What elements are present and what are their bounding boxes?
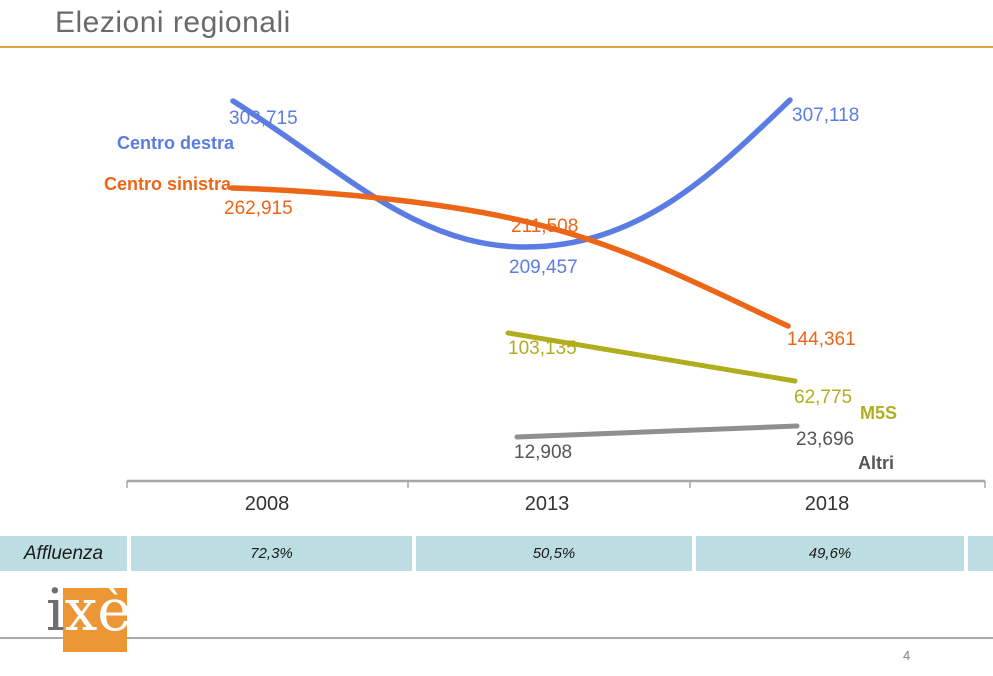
series-lines: [229, 97, 800, 440]
value-label-m5s-2018: 62,775: [794, 387, 852, 408]
ixe-logo: ixè: [46, 578, 132, 642]
affluenza-header-cell: Affluenza: [0, 536, 127, 571]
x-axis-labels: 2008 2013 2018: [245, 493, 850, 515]
year-label-2008: 2008: [245, 493, 290, 515]
value-label-centro-destra-2018: 307,118: [792, 105, 859, 126]
title-underline: [0, 46, 993, 48]
year-label-2018: 2018: [805, 493, 850, 515]
x-axis: [126, 479, 986, 488]
series-labels: Centro destra Centro sinistra M5S Altri: [104, 133, 897, 473]
value-label-altri-2018: 23,696: [796, 429, 854, 450]
value-label-centro-sinistra-2008: 262,915: [224, 198, 293, 219]
ixe-logo-prefix: i: [46, 576, 65, 644]
affluenza-value-2018: 49,6%: [696, 536, 964, 571]
altri-line: [514, 423, 800, 440]
page-number: 4: [903, 648, 911, 663]
value-label-centro-sinistra-2018: 144,361: [787, 329, 856, 350]
page-title: Elezioni regionali: [55, 6, 291, 39]
year-label-2013: 2013: [525, 493, 570, 515]
value-label-centro-destra-2013: 209,457: [509, 257, 578, 278]
affluenza-table: Affluenza 72,3% 50,5% 49,6%: [0, 536, 993, 571]
value-labels: 303,715 209,457 307,118 262,915 211,508 …: [224, 105, 859, 463]
ixe-logo-boxed-text: xè: [64, 576, 132, 644]
series-label-m5s: M5S: [860, 403, 897, 423]
value-label-altri-2013: 12,908: [514, 442, 572, 463]
m5s-line: [505, 330, 798, 384]
affluenza-value-2008: 72,3%: [131, 536, 412, 571]
affluenza-empty-cell: [968, 536, 993, 571]
centro-sinistra-line: [229, 185, 791, 329]
centro-destra-line: [230, 97, 793, 250]
series-label-centro-sinistra: Centro sinistra: [104, 174, 232, 194]
footer-divider: [0, 637, 993, 639]
affluenza-value-2013: 50,5%: [416, 536, 692, 571]
series-label-centro-destra: Centro destra: [117, 133, 235, 153]
ixe-logo-square: [63, 588, 127, 652]
series-label-altri: Altri: [858, 453, 894, 473]
